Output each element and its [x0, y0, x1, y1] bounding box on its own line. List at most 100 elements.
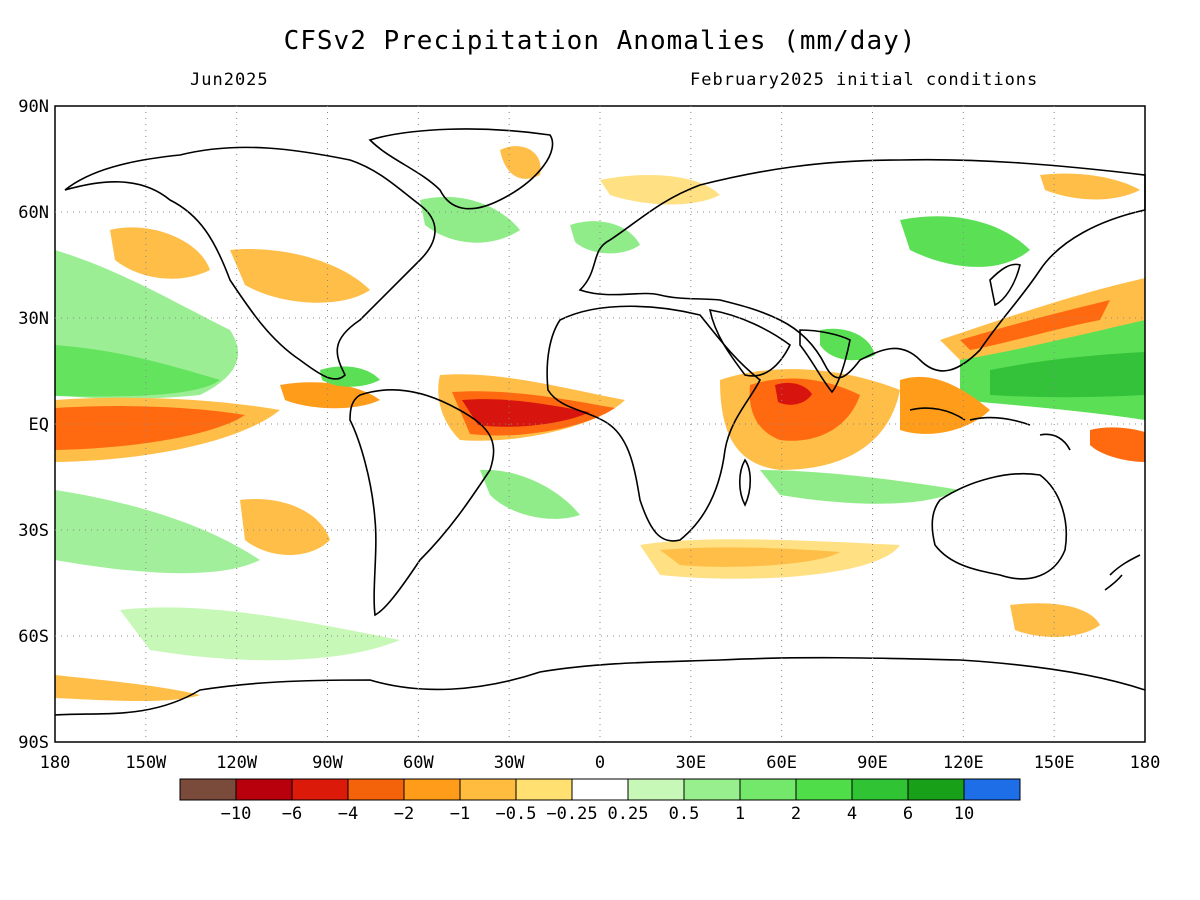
maritime-dry: [900, 376, 990, 434]
south-atlantic-wet: [480, 469, 580, 519]
madagascar-outline: [738, 458, 752, 507]
australia-outline: [931, 472, 1068, 580]
graticule: [55, 106, 1145, 742]
colorbar-labels: −10 −6 −4 −2 −1 −0.5 −0.25 0.25 0.5 1 2 4 6 10: [221, 804, 975, 824]
antarctica-outline: [54, 656, 1146, 716]
greenland-sea-dry: [500, 146, 541, 179]
colorbar-tick-label: 0.5: [669, 804, 700, 824]
indian-ocean-dry-core: [775, 382, 812, 405]
east-equatorial-dry: [1090, 427, 1145, 462]
west-pacific-wet-core: [990, 352, 1145, 398]
colorbar-swatch: [571, 778, 629, 801]
colorbar-tick-label: 10: [954, 804, 974, 824]
colorbar-tick-label: 2: [791, 804, 801, 824]
india-wet: [820, 328, 875, 361]
colorbar: [179, 778, 1021, 801]
lon-tick-label: 120W: [216, 753, 258, 773]
colorbar-tick-label: 6: [903, 804, 913, 824]
colorbar-tick-label: −4: [338, 804, 358, 824]
north-atlantic-wet: [420, 196, 520, 243]
east-asia-wet: [900, 216, 1030, 267]
lat-tick-label: 90N: [18, 97, 49, 117]
colorbar-swatch: [459, 778, 517, 801]
colorbar-swatch: [963, 778, 1021, 801]
new-zealand-outline: [1104, 554, 1141, 591]
colorbar-swatch: [515, 778, 573, 801]
colorbar-tick-label: 4: [847, 804, 857, 824]
south-pacific-dry: [240, 499, 330, 555]
colorbar-swatch: [683, 778, 741, 801]
colorbar-swatch: [291, 778, 349, 801]
northwest-pacific-dry-core: [960, 300, 1110, 350]
colorbar-tick-label: −6: [282, 804, 302, 824]
eurasia-outline: [578, 158, 1146, 379]
lon-tick-label: 180: [40, 753, 71, 773]
japan-outline: [989, 263, 1021, 307]
south-pacific-wet: [55, 490, 260, 574]
lon-tick-label: 0: [595, 753, 605, 773]
colorbar-tick-label: −1: [450, 804, 470, 824]
lon-tick-label: 30W: [494, 753, 525, 773]
southern-ocean-wet: [120, 607, 400, 661]
europe-wet: [570, 221, 640, 254]
north-america-dry: [230, 249, 370, 303]
colorbar-tick-label: −0.5: [496, 804, 537, 824]
arabia-outline: [708, 309, 792, 377]
south-america-outline: [349, 389, 495, 617]
colorbar-swatch: [347, 778, 405, 801]
map-title: CFSv2 Precipitation Anomalies (mm/day): [283, 26, 917, 56]
lon-tick-label: 90E: [857, 753, 888, 773]
lat-tick-label: 60S: [18, 627, 49, 647]
lat-tick-label: 90S: [18, 733, 49, 753]
eurasia-dry: [600, 175, 720, 205]
colorbar-tick-label: −0.25: [546, 804, 597, 824]
north-pacific-wet-core: [55, 345, 220, 397]
colorbar-swatch: [851, 778, 909, 801]
colorbar-swatch: [403, 778, 461, 801]
siberia-dry: [1040, 173, 1140, 200]
colorbar-swatch: [179, 778, 237, 801]
colorbar-swatch: [627, 778, 685, 801]
valid-month-label: Jun2025: [190, 70, 269, 90]
greenland-outline: [368, 128, 554, 210]
coastlines: [54, 128, 1146, 716]
lat-tick-label: EQ: [29, 415, 49, 435]
latitude-labels: 90N 60N 30N EQ 30S 60S 90S: [18, 97, 49, 753]
lon-tick-label: 60W: [403, 753, 434, 773]
colorbar-tick-label: −2: [394, 804, 414, 824]
colorbar-tick-label: 1: [735, 804, 745, 824]
equatorial-pacific-dry-core: [55, 406, 245, 450]
colorbar-tick-label: 0.25: [608, 804, 649, 824]
longitude-labels: 180 150W 120W 90W 60W 30W 0 30E 60E 90E 120E 150E 18…: [40, 753, 1161, 773]
lat-tick-label: 30N: [18, 309, 49, 329]
caribbean-dry: [280, 382, 380, 409]
africa-outline: [546, 305, 762, 542]
lon-tick-label: 30E: [675, 753, 706, 773]
colorbar-swatch: [235, 778, 293, 801]
colorbar-swatch: [795, 778, 853, 801]
lat-tick-label: 60N: [18, 203, 49, 223]
antarctic-dry: [55, 675, 200, 702]
colorbar-swatch: [739, 778, 797, 801]
indonesia-outline: [909, 407, 1071, 451]
lon-tick-label: 60E: [766, 753, 797, 773]
lon-tick-label: 150W: [125, 753, 167, 773]
central-america-wet: [320, 366, 380, 387]
lon-tick-label: 90W: [312, 753, 343, 773]
south-atlantic-dry-core: [660, 547, 840, 567]
southern-ocean-dry: [1010, 603, 1100, 637]
north-pacific-dry: [110, 227, 210, 279]
atlantic-dry-core: [462, 399, 590, 427]
anomaly-fields: [55, 146, 1145, 702]
init-conditions-label: February2025 initial conditions: [690, 70, 1039, 90]
lat-tick-label: 30S: [18, 521, 49, 541]
lon-tick-label: 150E: [1034, 753, 1075, 773]
north-america-outline: [64, 146, 436, 380]
colorbar-tick-label: −10: [221, 804, 252, 824]
india-outline: [799, 329, 851, 394]
lon-tick-label: 180: [1130, 753, 1161, 773]
colorbar-swatch: [907, 778, 965, 801]
indian-ocean-south-wet: [760, 470, 960, 504]
lon-tick-label: 120E: [943, 753, 984, 773]
